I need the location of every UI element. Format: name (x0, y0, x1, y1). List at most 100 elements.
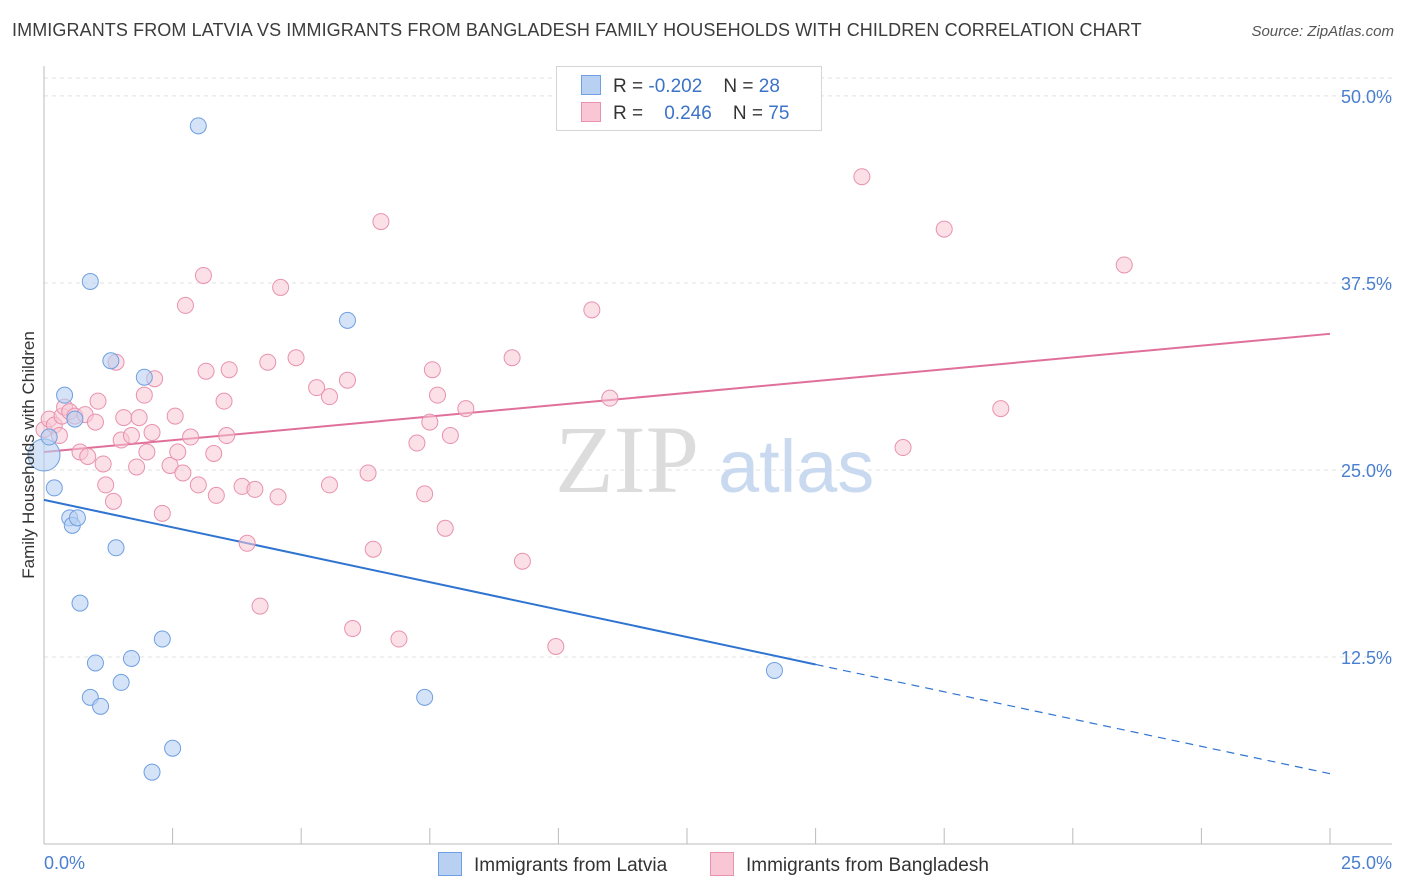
series-legend-latvia: Immigrants from Latvia (438, 852, 667, 877)
latvia-trend-extension (815, 663, 1331, 775)
bangladesh-point (320, 476, 338, 494)
latvia-point (112, 673, 130, 691)
bangladesh-point (259, 353, 277, 371)
latvia-point (56, 386, 74, 404)
bangladesh-point (547, 638, 565, 656)
latvia-point (107, 539, 125, 557)
latvia-point (135, 368, 153, 386)
bangladesh-point (436, 519, 454, 537)
bangladesh-point (189, 476, 207, 494)
legend-n-label: N = (723, 76, 754, 97)
latvia-point (189, 117, 207, 135)
bangladesh-swatch (581, 102, 601, 122)
bangladesh-point (287, 349, 305, 367)
latvia-point (338, 311, 356, 329)
bangladesh-point (94, 455, 112, 473)
latvia-legend-swatch (438, 852, 462, 876)
y-axis-label: Family Households with Children (19, 331, 38, 579)
series-legend-bangladesh: Immigrants from Bangladesh (710, 852, 989, 877)
bangladesh-point (176, 296, 194, 314)
grid-lines (44, 77, 1392, 658)
watermark: ZIP atlas (555, 406, 874, 513)
bangladesh-legend-label: Immigrants from Bangladesh (746, 855, 989, 876)
correlation-legend: R = -0.202 N = 28 R = 0.246 N = 75 (556, 66, 822, 131)
bangladesh-point (416, 485, 434, 503)
bangladesh-point (583, 301, 601, 319)
latvia-point (153, 630, 171, 648)
bangladesh-point (194, 266, 212, 284)
latvia-point (143, 763, 161, 781)
legend-row-bangladesh: R = 0.246 N = 75 (581, 102, 789, 128)
y-tick-label: 50.0% (1341, 87, 1392, 107)
bangladesh-point (182, 428, 200, 446)
legend-r-label: R = (613, 76, 644, 97)
bangladesh-point (338, 371, 356, 389)
bangladesh-point (122, 427, 140, 445)
latvia-point (102, 352, 120, 370)
bangladesh-point (1115, 256, 1133, 274)
bangladesh-legend-swatch (710, 852, 734, 876)
bangladesh-point (207, 486, 225, 504)
legend-row-latvia: R = -0.202 N = 28 (581, 75, 780, 101)
bangladesh-point (441, 427, 459, 445)
bangladesh-point (197, 362, 215, 380)
x-tick-label: 25.0% (1341, 853, 1392, 873)
bangladesh-point (143, 424, 161, 442)
latvia-point (71, 594, 89, 612)
latvia-point (81, 272, 99, 290)
bangladesh-point (79, 447, 97, 465)
source-label: Source: ZipAtlas.com (1251, 23, 1394, 40)
bangladesh-point (166, 407, 184, 425)
bangladesh-point (601, 389, 619, 407)
bangladesh-point (205, 445, 223, 463)
bangladesh-point (238, 534, 256, 552)
latvia-point (416, 688, 434, 706)
bangladesh-point (169, 443, 187, 461)
bangladesh-point (161, 456, 179, 474)
bangladesh-point (513, 552, 531, 570)
bangladesh-point (246, 480, 264, 498)
bangladesh-point (135, 386, 153, 404)
bangladesh-point (86, 413, 104, 431)
y-tick-label: 37.5% (1341, 274, 1392, 294)
bangladesh-point (364, 540, 382, 558)
bangladesh-point (153, 504, 171, 522)
bangladesh-point (344, 620, 362, 638)
bangladesh-point (128, 458, 146, 476)
bangladesh-point (104, 492, 122, 510)
legend-r-value: 0.246 (664, 103, 712, 124)
latvia-point (765, 661, 783, 679)
bangladesh-point (853, 168, 871, 186)
watermark-atlas: atlas (718, 425, 874, 508)
latvia-point (92, 697, 110, 715)
bangladesh-point (423, 361, 441, 379)
bangladesh-point (390, 630, 408, 648)
bangladesh-point (215, 392, 233, 410)
y-tick-label: 25.0% (1341, 461, 1392, 481)
latvia-point (122, 649, 140, 667)
bangladesh-point (115, 409, 133, 427)
chart-title: IMMIGRANTS FROM LATVIA VS IMMIGRANTS FRO… (12, 20, 1142, 40)
latvia-legend-label: Immigrants from Latvia (474, 855, 668, 876)
bangladesh-point (408, 434, 426, 452)
legend-r-value: -0.202 (648, 76, 703, 97)
bangladesh-trend-line (43, 332, 1331, 454)
bangladesh-point (894, 439, 912, 457)
bangladesh-point (503, 349, 521, 367)
latvia-point (86, 654, 104, 672)
legend-n-value: 75 (768, 103, 790, 124)
bangladesh-point (174, 464, 192, 482)
bangladesh-point (97, 476, 115, 494)
data-points (27, 117, 1133, 781)
bangladesh-point (308, 379, 326, 397)
trend-lines (43, 332, 1331, 775)
latvia-swatch (581, 75, 601, 95)
x-tick-label: 0.0% (44, 853, 85, 873)
latvia-point (45, 479, 63, 497)
bangladesh-point (320, 388, 338, 406)
latvia-point (68, 509, 86, 527)
bangladesh-point (272, 278, 290, 296)
y-tick-label: 12.5% (1341, 648, 1392, 668)
latvia-point (66, 410, 84, 428)
latvia-trend-line (43, 498, 816, 666)
